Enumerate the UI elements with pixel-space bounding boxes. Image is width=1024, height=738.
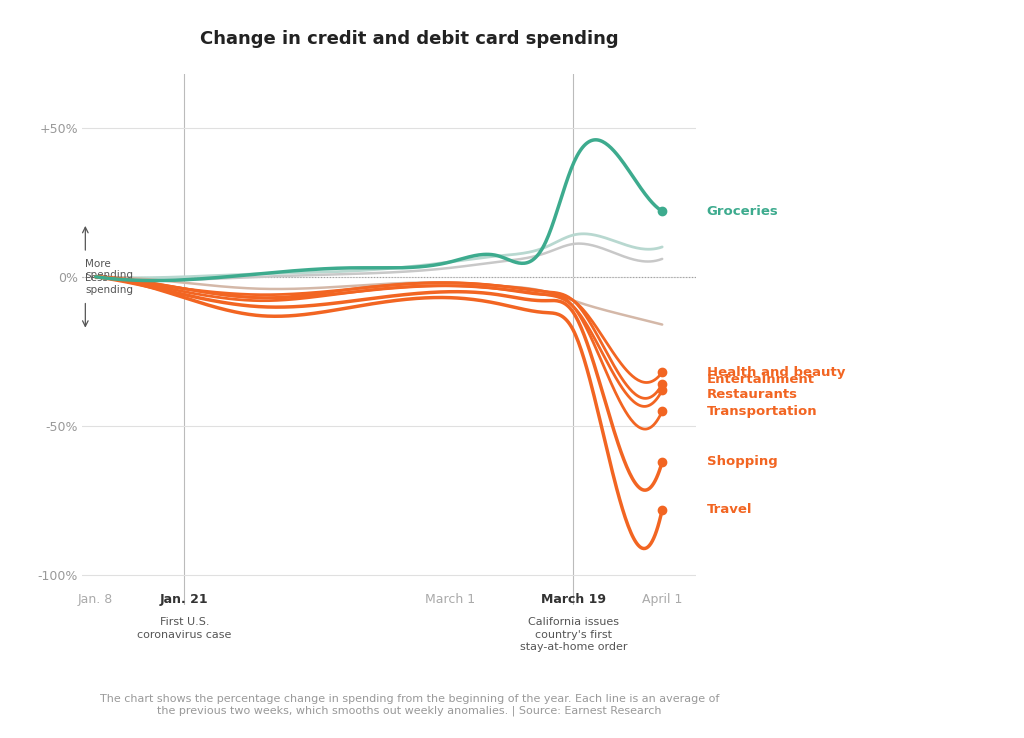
- Text: March 19: March 19: [541, 593, 606, 606]
- Text: Less
spending: Less spending: [85, 273, 133, 294]
- Text: California issues
country's first
stay-at-home order: California issues country's first stay-a…: [520, 617, 627, 652]
- Text: Jan. 8: Jan. 8: [78, 593, 114, 606]
- Text: April 1: April 1: [642, 593, 682, 606]
- Text: Jan. 21: Jan. 21: [160, 593, 209, 606]
- Text: Shopping: Shopping: [707, 455, 777, 469]
- Text: Travel: Travel: [707, 503, 752, 516]
- Text: Change in credit and debit card spending: Change in credit and debit card spending: [201, 30, 618, 47]
- Text: First U.S.
coronavirus case: First U.S. coronavirus case: [137, 617, 231, 640]
- Text: Entertainment
Restaurants: Entertainment Restaurants: [707, 373, 814, 401]
- Text: March 1: March 1: [426, 593, 475, 606]
- Text: Transportation: Transportation: [707, 404, 817, 418]
- Text: The chart shows the percentage change in spending from the beginning of the year: The chart shows the percentage change in…: [100, 694, 719, 716]
- Text: More
spending: More spending: [85, 259, 133, 280]
- Text: Health and beauty: Health and beauty: [707, 366, 845, 379]
- Text: Groceries: Groceries: [707, 204, 778, 218]
